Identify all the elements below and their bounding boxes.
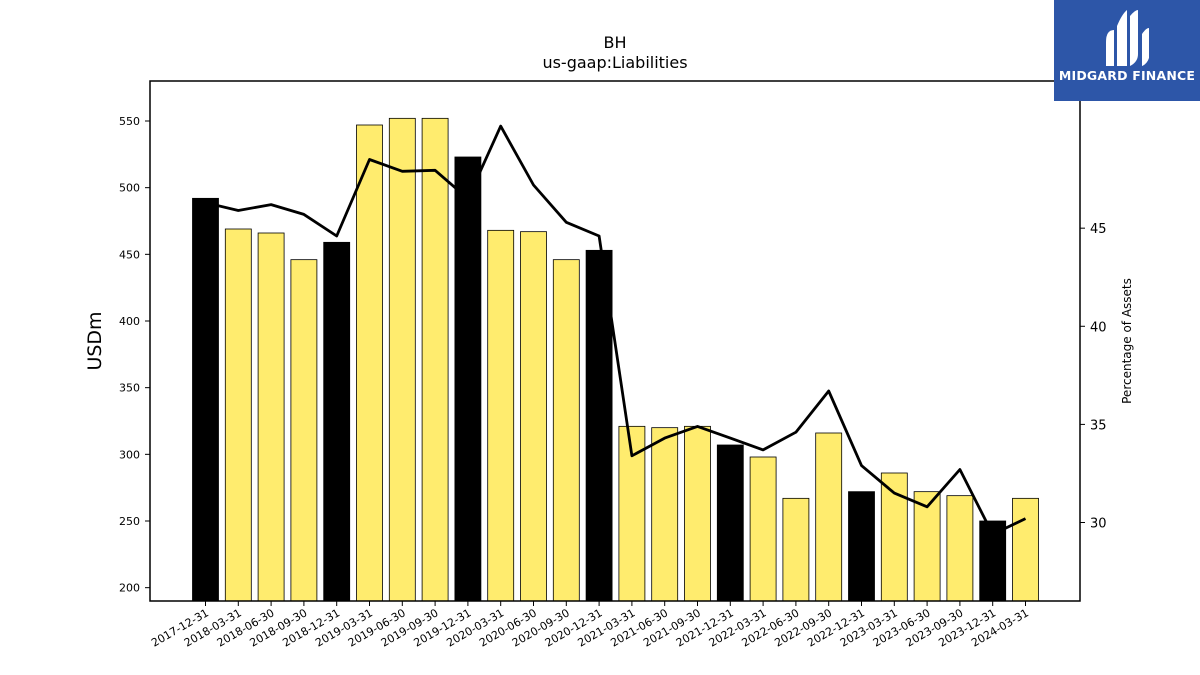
bar-2023-06-30 [913, 491, 941, 602]
bar-2022-09-30 [815, 432, 843, 602]
bar-2018-09-30 [290, 259, 318, 602]
y2-tick-label-30: 30 [1090, 517, 1107, 532]
y-tick-label-550: 550 [119, 115, 140, 128]
midgard-logo-icon [1106, 10, 1149, 66]
bar-2020-03-31 [487, 229, 515, 602]
bar-2019-03-31 [356, 124, 383, 602]
percentage-line [205, 124, 1027, 536]
plot-frame [149, 80, 1081, 602]
bar-2019-09-30 [421, 117, 449, 602]
bar-2020-12-31 [585, 249, 613, 602]
bar-2022-06-30 [782, 497, 810, 602]
y-axis-label: USDm [84, 311, 106, 370]
bar-2018-12-31 [323, 241, 351, 602]
bar-2020-06-30 [520, 231, 547, 602]
y-tick-label-350: 350 [119, 382, 140, 395]
y2-tick-label-45: 45 [1090, 222, 1107, 237]
bar-2020-09-30 [552, 259, 580, 602]
bar-2023-09-30 [946, 495, 974, 602]
bar-2022-03-31 [749, 456, 777, 602]
bar-2018-06-30 [257, 232, 285, 602]
bar-2021-12-31 [716, 444, 744, 602]
bar-2021-09-30 [684, 425, 711, 602]
brand-logo: MIDGARD FINANCE [1054, 0, 1200, 101]
y-tick-label-400: 400 [119, 315, 140, 328]
y-tick-label-200: 200 [119, 582, 140, 595]
chart-subtitle: us-gaap:Liabilities [542, 53, 687, 72]
y-tick-label-250: 250 [119, 515, 140, 528]
bar-2022-12-31 [848, 491, 875, 602]
y2-tick-label-40: 40 [1090, 320, 1107, 335]
bar-2019-12-31 [454, 156, 482, 602]
y2-tick-label-35: 35 [1090, 418, 1107, 433]
y-tick-label-450: 450 [119, 248, 140, 261]
bar-2017-12-31 [192, 197, 219, 602]
bar-2018-03-31 [224, 228, 252, 602]
y2-axis-label: Percentage of Assets [1120, 278, 1134, 404]
logo-text: MIDGARD FINANCE [1058, 68, 1196, 83]
bar-2019-06-30 [388, 117, 416, 602]
y-tick-label-500: 500 [119, 182, 140, 195]
bar-2021-06-30 [651, 427, 679, 602]
chart-title: BH [603, 33, 626, 52]
y-tick-label-300: 300 [119, 448, 140, 461]
bar-2024-03-31 [1012, 497, 1039, 602]
